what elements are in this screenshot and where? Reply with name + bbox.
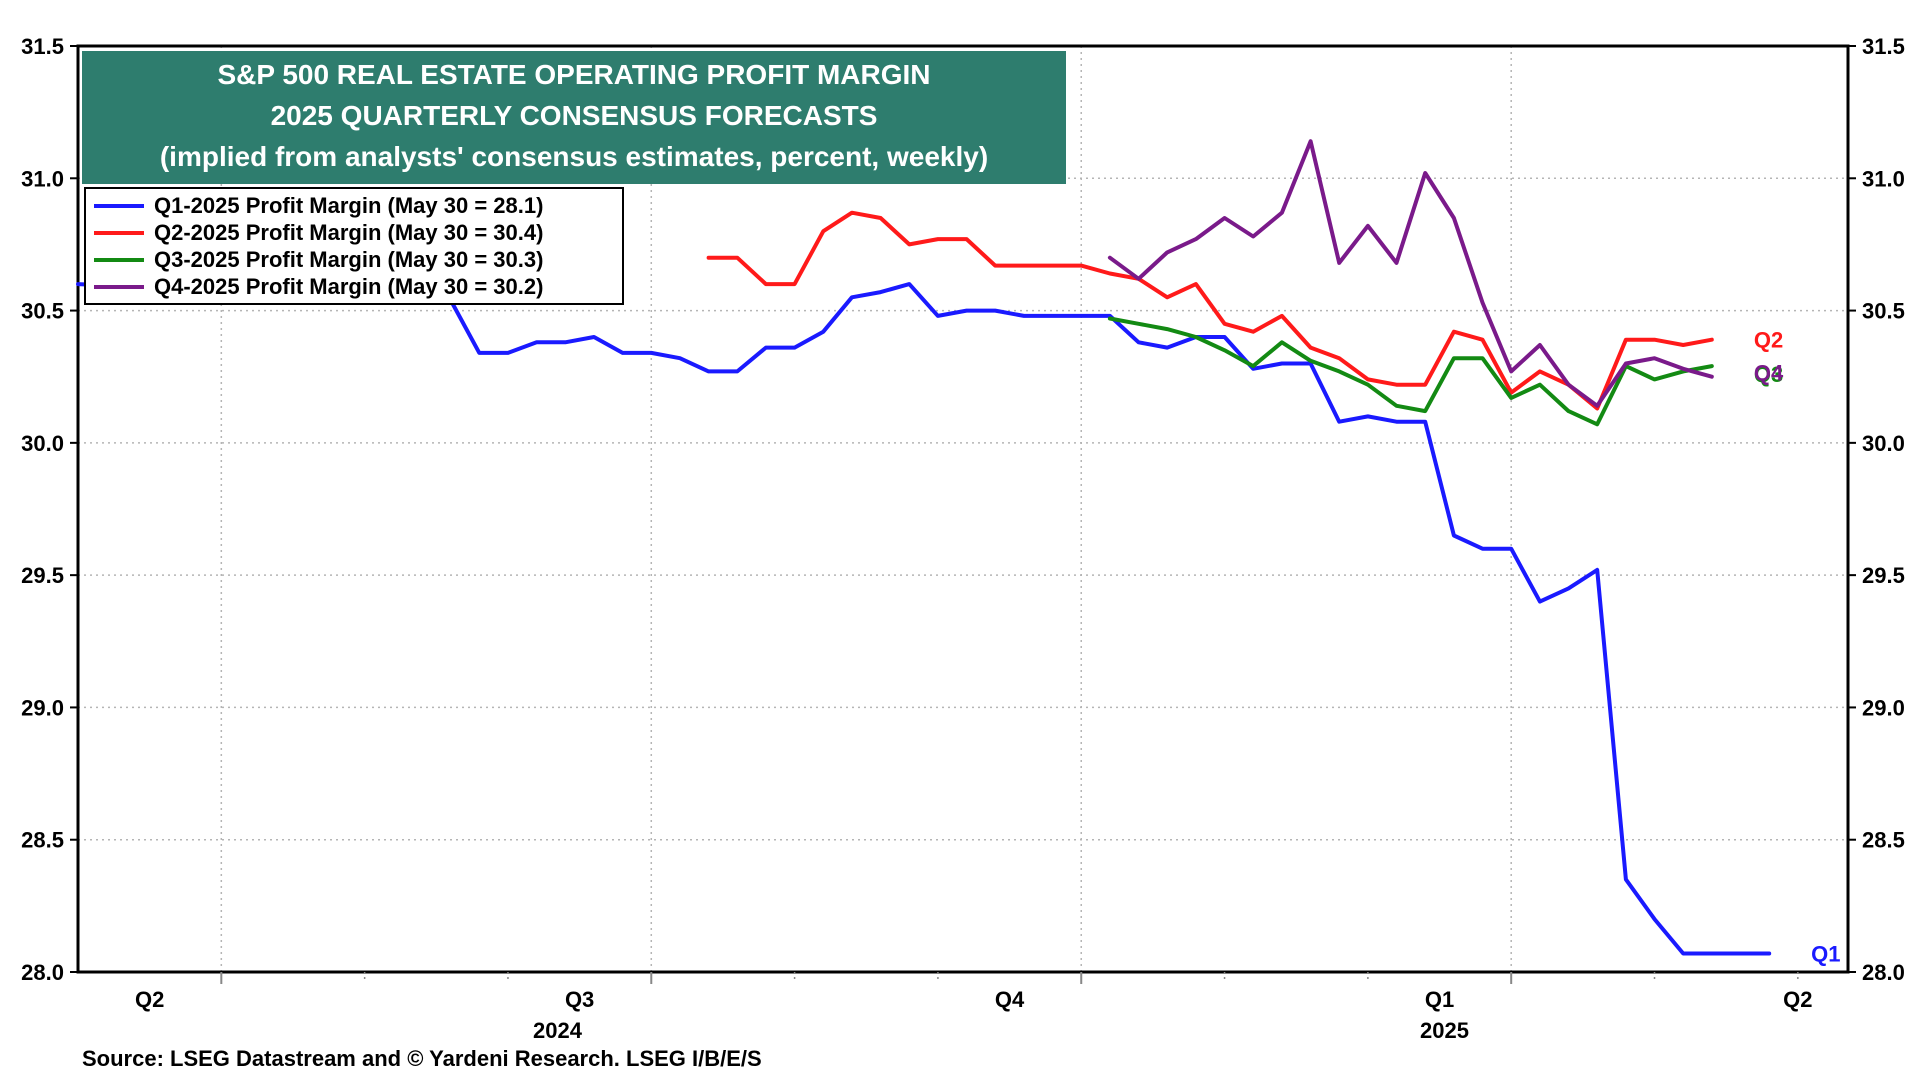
year-label-2024: 2024: [533, 1018, 582, 1043]
y-tick-label-right: 31.0: [1862, 166, 1905, 191]
series-end-label-q2: Q2: [1754, 328, 1783, 353]
series-line-q3: [1107, 316, 1714, 427]
plot-frame: [76, 44, 1850, 974]
x-tick-label-quarter: Q2: [1783, 987, 1812, 1012]
legend-label-q3: Q3-2025 Profit Margin (May 30 = 30.3): [154, 246, 544, 272]
y-tick-label-right: 28.5: [1862, 828, 1905, 853]
chart-subtitle-note: (implied from analysts' consensus estima…: [159, 141, 989, 172]
y-tick-label-right: 29.5: [1862, 563, 1905, 588]
y-tick-label-left: 29.5: [21, 563, 64, 588]
chart-title-box: S&P 500 REAL ESTATE OPERATING PROFIT MAR…: [82, 51, 1066, 184]
x-tick-label-quarter: Q2: [135, 987, 164, 1012]
y-tick-label-right: 29.0: [1862, 695, 1905, 720]
y-tick-label-right: 30.0: [1862, 431, 1905, 456]
source-note: Source: LSEG Datastream and © Yardeni Re…: [82, 1046, 762, 1071]
legend-label-q4: Q4-2025 Profit Margin (May 30 = 30.2): [154, 273, 544, 299]
series-line-q1: [76, 282, 1772, 956]
series-end-label-q1: Q1: [1811, 941, 1840, 966]
y-tick-label-left: 31.5: [21, 34, 64, 59]
y-tick-label-right: 31.5: [1862, 34, 1905, 59]
y-tick-label-left: 30.0: [21, 431, 64, 456]
y-tick-label-right: 28.0: [1862, 960, 1905, 985]
legend-label-q1: Q1-2025 Profit Margin (May 30 = 28.1): [154, 192, 544, 218]
chart-subtitle: 2025 QUARTERLY CONSENSUS FORECASTS: [270, 100, 878, 131]
x-axis: Q2 Q3 Q4 Q1 Q2: [135, 972, 1813, 1012]
series-line-q2: [706, 210, 1714, 411]
series-line-q4: [1107, 139, 1714, 408]
y-tick-label-left: 30.5: [21, 299, 64, 324]
year-label-2025: 2025: [1420, 1018, 1469, 1043]
legend-item-q4: Q4-2025 Profit Margin (May 30 = 30.2): [94, 273, 614, 300]
legend-label-q2: Q2-2025 Profit Margin (May 30 = 30.4): [154, 219, 544, 245]
gridlines: [78, 46, 1848, 972]
x-tick-label-quarter: Q3: [565, 987, 594, 1012]
x-tick-label-quarter: Q4: [995, 987, 1025, 1012]
y-tick-label-left: 29.0: [21, 695, 64, 720]
legend-swatch-q2: [94, 230, 144, 235]
series-end-label-q3: Q3: [1754, 362, 1783, 387]
chart-title: S&P 500 REAL ESTATE OPERATING PROFIT MAR…: [217, 59, 931, 90]
legend-item-q1: Q1-2025 Profit Margin (May 30 = 28.1): [94, 192, 614, 219]
legend: Q1-2025 Profit Margin (May 30 = 28.1) Q2…: [84, 187, 624, 305]
x-tick-label-quarter: Q1: [1425, 987, 1454, 1012]
legend-swatch-q1: [94, 203, 144, 208]
y-tick-label-left: 28.5: [21, 828, 64, 853]
series-lines: [76, 139, 1772, 956]
y-axis-left: 28.0 28.5 29.0 29.5 30.0 30.5 31.0 31.5: [21, 34, 78, 985]
legend-swatch-q4: [94, 284, 144, 289]
legend-item-q2: Q2-2025 Profit Margin (May 30 = 30.4): [94, 219, 614, 246]
y-tick-label-left: 31.0: [21, 166, 64, 191]
y-tick-label-right: 30.5: [1862, 299, 1905, 324]
y-tick-label-left: 28.0: [21, 960, 64, 985]
series-end-label-q4: Q4: [1754, 361, 1784, 386]
legend-swatch-q3: [94, 257, 144, 262]
legend-item-q3: Q3-2025 Profit Margin (May 30 = 30.3): [94, 246, 614, 273]
y-axis-right: 28.0 28.5 29.0 29.5 30.0 30.5 31.0 31.5: [1848, 34, 1905, 985]
